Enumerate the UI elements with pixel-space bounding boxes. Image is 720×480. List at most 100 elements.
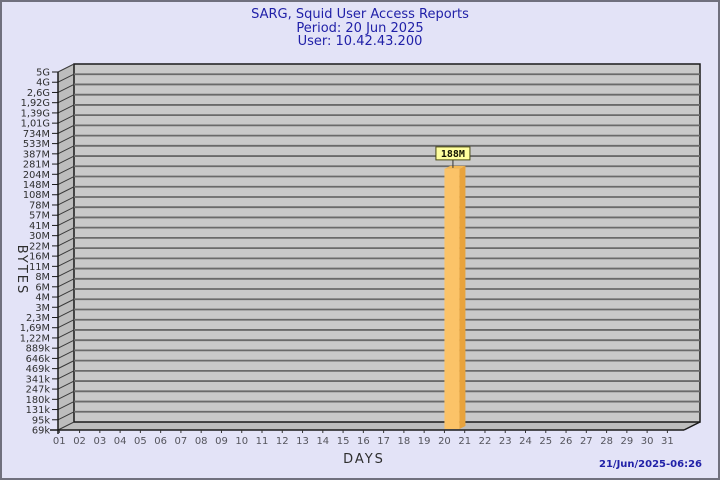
y-tick-label: 1,39G bbox=[21, 108, 50, 119]
y-tick-label: 78M bbox=[29, 200, 50, 211]
y-tick-label: 1,92G bbox=[21, 98, 50, 109]
wall-depth-line bbox=[57, 257, 75, 267]
y-tick-label: 281M bbox=[23, 160, 50, 171]
x-tick-label: 19 bbox=[418, 436, 431, 447]
x-tick-label: 18 bbox=[398, 436, 411, 447]
wall-depth-line bbox=[57, 104, 75, 114]
y-tick-label: 5G bbox=[36, 68, 50, 79]
plot-area bbox=[73, 63, 701, 423]
y-tick-label: 41M bbox=[29, 221, 50, 232]
x-tick-label: 24 bbox=[519, 436, 532, 447]
x-axis-title: DAYS bbox=[343, 452, 385, 467]
x-tick-label: 13 bbox=[296, 436, 309, 447]
value-label-box bbox=[435, 146, 471, 161]
wall-depth-line bbox=[57, 339, 75, 349]
wall-depth-line bbox=[57, 216, 75, 226]
y-tick-label: 247k bbox=[26, 385, 51, 396]
y-tick-label: 646k bbox=[26, 354, 51, 365]
x-tick-label: 30 bbox=[641, 436, 654, 447]
x-tick-label: 14 bbox=[316, 436, 329, 447]
wall-depth-line bbox=[57, 298, 75, 308]
x-tick-label: 08 bbox=[195, 436, 208, 447]
wall-depth-line bbox=[57, 360, 75, 370]
wall-depth-line bbox=[57, 73, 75, 83]
y-tick-label: 148M bbox=[23, 180, 50, 191]
x-tick-label: 04 bbox=[114, 436, 127, 447]
y-tick-label: 2,3M bbox=[26, 313, 50, 324]
bar-top-face bbox=[444, 165, 466, 169]
x-tick-label: 20 bbox=[438, 436, 451, 447]
x-tick-label: 12 bbox=[276, 436, 289, 447]
report-user: User: 10.42.43.200 bbox=[297, 34, 423, 49]
wall-depth-line bbox=[57, 268, 75, 278]
x-tick-label: 07 bbox=[175, 436, 188, 447]
bar-day-20 bbox=[444, 168, 460, 430]
x-tick-label: 01 bbox=[53, 436, 66, 447]
y-tick-label: 341k bbox=[26, 374, 51, 385]
y-tick-label: 22M bbox=[29, 241, 50, 252]
wall-depth-line bbox=[57, 176, 75, 185]
y-tick-label: 734M bbox=[23, 129, 50, 140]
value-label-text: 188M bbox=[441, 149, 465, 160]
y-tick-label: 469k bbox=[26, 364, 51, 375]
y-tick-label: 108M bbox=[23, 190, 50, 201]
y-tick-label: 533M bbox=[23, 139, 50, 150]
wall-depth-line bbox=[57, 349, 75, 359]
y-axis-title: BYTES bbox=[14, 245, 29, 296]
wall-depth-line bbox=[57, 145, 75, 155]
wall-depth-line bbox=[57, 401, 75, 410]
wall-depth-line bbox=[57, 370, 75, 380]
y-tick-label: 889k bbox=[26, 344, 51, 355]
floor-right-depth-line bbox=[683, 421, 701, 431]
wall-depth-line bbox=[57, 165, 75, 175]
x-tick-label: 09 bbox=[215, 436, 228, 447]
report-header: SARG, Squid User Access Reports Period: … bbox=[2, 8, 718, 49]
y-tick-label: 2,6G bbox=[27, 88, 50, 99]
wall-depth-line bbox=[57, 319, 75, 329]
bar-side-face bbox=[459, 165, 466, 430]
y-tick-label: 131k bbox=[26, 405, 51, 416]
wall-depth-line bbox=[57, 411, 75, 421]
wall-depth-line bbox=[57, 227, 75, 237]
wall-depth-line bbox=[57, 114, 75, 124]
y-tick-label: 4M bbox=[35, 293, 50, 304]
wall-depth-line bbox=[57, 135, 75, 145]
wall-depth-line bbox=[57, 63, 75, 73]
wall-depth-line bbox=[57, 309, 75, 318]
wall-depth-line bbox=[57, 206, 75, 216]
wall-depth-line bbox=[57, 196, 75, 206]
x-tick-label: 29 bbox=[620, 436, 633, 447]
y-tick-label: 204M bbox=[23, 170, 50, 181]
wall-depth-line bbox=[57, 124, 75, 134]
report-title: SARG, Squid User Access Reports bbox=[251, 7, 469, 22]
wall-depth-line bbox=[57, 247, 75, 257]
wall-depth-line bbox=[57, 421, 75, 431]
generated-timestamp: 21/Jun/2025-06:26 bbox=[599, 459, 702, 470]
left-wall-3d bbox=[58, 64, 74, 430]
wall-depth-line bbox=[57, 288, 75, 298]
x-tick-label: 28 bbox=[600, 436, 613, 447]
y-tick-label: 95k bbox=[32, 415, 50, 426]
y-tick-label: 4G bbox=[36, 78, 50, 89]
x-tick-label: 16 bbox=[357, 436, 370, 447]
wall-depth-line bbox=[57, 380, 75, 390]
x-tick-label: 06 bbox=[154, 436, 167, 447]
y-tick-label: 8M bbox=[35, 272, 50, 283]
wall-depth-line bbox=[57, 186, 75, 196]
y-tick-label: 30M bbox=[29, 231, 50, 242]
wall-depth-line bbox=[57, 237, 75, 247]
x-tick-label: 02 bbox=[73, 436, 86, 447]
x-tick-label: 05 bbox=[134, 436, 147, 447]
y-tick-label: 1,22M bbox=[20, 333, 50, 344]
y-tick-label: 387M bbox=[23, 149, 50, 160]
report-period: Period: 20 Jun 2025 bbox=[296, 20, 424, 36]
x-tick-label: 11 bbox=[256, 436, 269, 447]
x-tick-label: 31 bbox=[661, 436, 674, 447]
wall-depth-line bbox=[57, 84, 75, 93]
x-tick-label: 15 bbox=[337, 436, 350, 447]
x-tick-label: 21 bbox=[458, 436, 471, 447]
x-tick-label: 23 bbox=[499, 436, 512, 447]
wall-depth-line bbox=[57, 155, 75, 165]
